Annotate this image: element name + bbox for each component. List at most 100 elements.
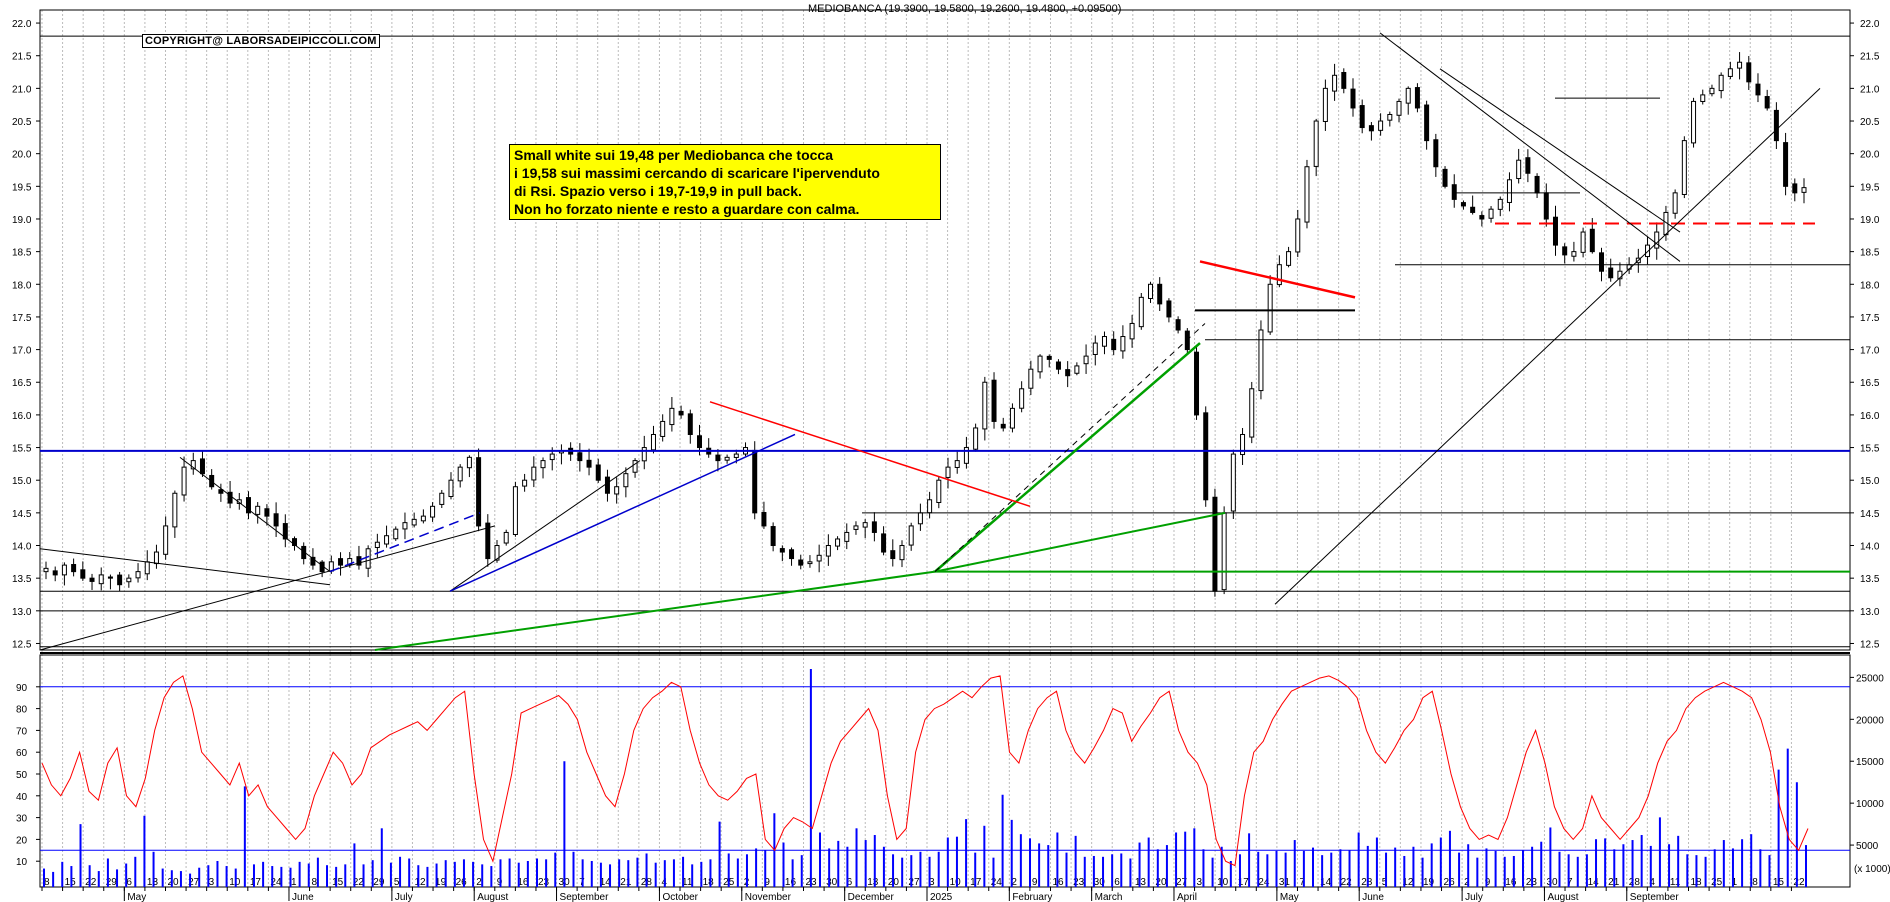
trend-line: [179, 456, 331, 573]
price-panel-frame: [39, 9, 1851, 651]
candle-body: [1092, 342, 1098, 355]
candle: [963, 436, 969, 469]
candle: [1341, 68, 1347, 94]
candle: [1055, 359, 1061, 375]
x-day-label: 7: [1299, 877, 1305, 888]
candle-body: [1175, 319, 1181, 331]
candle-body: [871, 521, 877, 533]
rsi-tick-label: 50: [16, 770, 28, 781]
candle: [1101, 331, 1107, 355]
x-day-label: 15: [65, 877, 77, 888]
candle: [908, 522, 914, 551]
x-day-label: 24: [270, 877, 282, 888]
candle-body: [660, 420, 666, 437]
candle: [61, 562, 67, 586]
candle-body: [623, 473, 629, 488]
candle: [623, 467, 629, 498]
candle-body: [1645, 244, 1651, 258]
candle-body: [107, 576, 113, 579]
candle-body: [163, 525, 169, 555]
candle: [522, 473, 528, 492]
candle: [1414, 83, 1420, 113]
candle: [945, 457, 951, 489]
candle: [715, 449, 721, 472]
x-day-label: 16: [517, 877, 529, 888]
candle: [1221, 506, 1227, 595]
candle: [604, 469, 610, 502]
candle-body: [1617, 270, 1623, 280]
indicator-axis: 10 20 30 40 50 60 70 80 90: [16, 683, 40, 868]
candle-body: [1101, 336, 1107, 347]
candle-body: [1727, 68, 1733, 77]
x-day-label: 19: [1423, 877, 1435, 888]
candle-body: [595, 464, 601, 481]
candle-body: [1368, 125, 1374, 132]
y-tick-label: 21.5: [1860, 52, 1880, 63]
candle: [1396, 98, 1402, 123]
candle-body: [1322, 87, 1328, 122]
x-month-label: August: [477, 892, 508, 902]
candle-body: [236, 499, 242, 504]
candle: [107, 574, 113, 590]
candle: [1792, 178, 1798, 202]
candle: [264, 504, 270, 526]
candle-body: [255, 505, 261, 515]
candle: [1230, 449, 1236, 520]
candle-body: [43, 567, 49, 573]
candle-body: [1479, 215, 1485, 220]
x-day-label: 2: [1464, 877, 1470, 888]
candle: [1442, 166, 1448, 189]
y-tick-label: 15.5: [1860, 444, 1880, 455]
candle-body: [1460, 202, 1466, 207]
indicator-panel-frame: [39, 654, 1851, 888]
candle-body: [1249, 388, 1255, 438]
analysis-comment-box: Small white sui 19,48 per Mediobanca che…: [509, 144, 941, 220]
candle: [181, 456, 187, 502]
x-day-label: 1: [1732, 877, 1738, 888]
candle-body: [540, 460, 546, 469]
candle-body: [1019, 388, 1025, 409]
candle-body: [448, 479, 454, 498]
x-day-label: 9: [764, 877, 770, 888]
trend-line: [1439, 68, 1681, 233]
candle: [503, 529, 509, 546]
candle: [1166, 298, 1172, 323]
x-day-label: 28: [1629, 877, 1641, 888]
candle-body: [374, 541, 380, 548]
candle-body: [586, 459, 592, 468]
x-day-label: 20: [167, 877, 179, 888]
y-tick-label: 21.5: [12, 52, 32, 63]
candle: [1709, 84, 1715, 97]
candle: [1184, 328, 1190, 355]
y-tick-label: 14.0: [12, 542, 32, 553]
candle: [338, 552, 344, 576]
candle-body: [1433, 139, 1439, 168]
candle: [476, 448, 482, 532]
candle-body: [1378, 120, 1384, 131]
candle-body: [1240, 433, 1246, 456]
candle-body: [954, 460, 960, 468]
y-tick-label: 17.5: [1860, 313, 1880, 324]
candle-body: [687, 413, 693, 435]
y-tick-label: 20.5: [12, 117, 32, 128]
x-day-label: 3: [209, 877, 215, 888]
candle-body: [1203, 412, 1209, 501]
candle: [199, 450, 205, 477]
candle-body: [1166, 300, 1172, 318]
candle: [1479, 211, 1485, 227]
candle-body: [825, 545, 831, 557]
y-tick-label: 14.5: [1860, 509, 1880, 520]
candle-body: [1258, 329, 1264, 392]
y-tick-label: 20.5: [1860, 117, 1880, 128]
candle: [393, 526, 399, 541]
candle: [43, 561, 49, 580]
y-tick-label: 15.5: [12, 444, 32, 455]
x-month-label: July: [395, 892, 413, 902]
candle: [927, 491, 933, 519]
x-day-label: 30: [1546, 877, 1558, 888]
candle-body: [1599, 252, 1605, 272]
candle-body: [844, 531, 850, 542]
candle-body: [1221, 512, 1227, 591]
candle-body: [1009, 407, 1015, 429]
candle-body: [485, 522, 491, 560]
